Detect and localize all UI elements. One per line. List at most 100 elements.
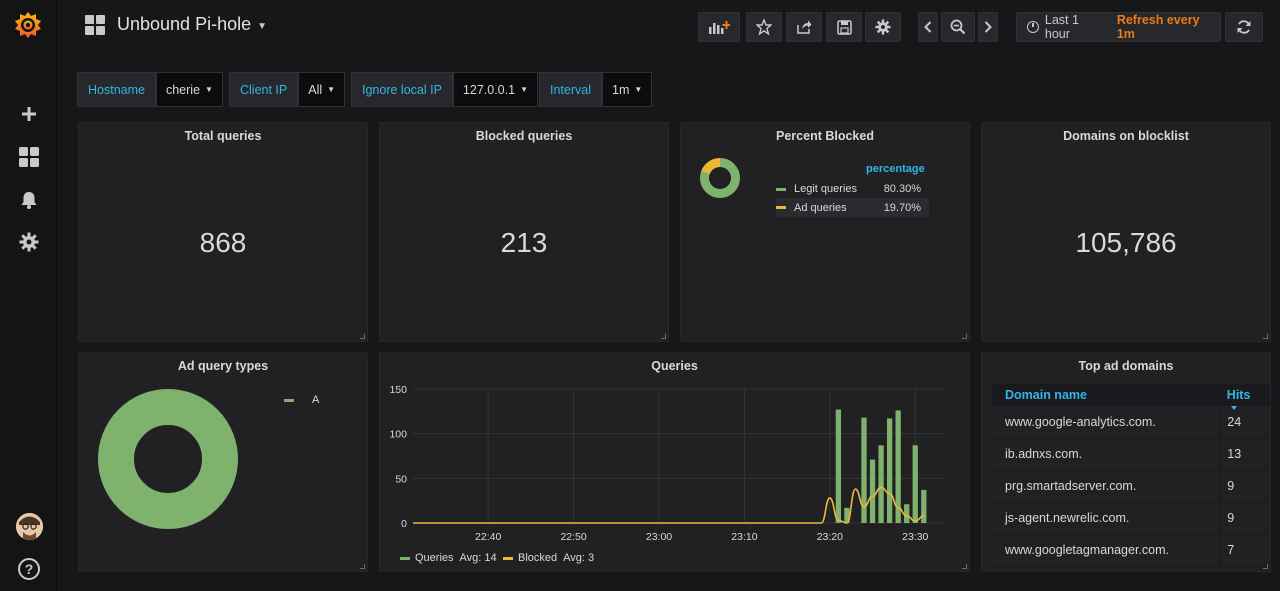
- time-forward-button[interactable]: [978, 12, 998, 42]
- alerting-bell-icon[interactable]: [14, 185, 44, 215]
- star-button[interactable]: [746, 12, 782, 42]
- bar-queries: [886, 418, 893, 523]
- legend-value: 80.30%: [883, 183, 921, 195]
- zoom-out-button[interactable]: [941, 12, 975, 42]
- star-icon: [756, 19, 772, 35]
- configuration-gear-icon[interactable]: [14, 227, 44, 257]
- help-icon[interactable]: ?: [18, 558, 40, 580]
- panel-title[interactable]: Domains on blocklist: [1063, 129, 1189, 143]
- panel-top-ad-domains: Top ad domains Domain name Hits www.goog…: [981, 352, 1271, 572]
- bar-chart-plus-icon: [709, 21, 730, 34]
- panel-title[interactable]: Ad query types: [177, 359, 269, 373]
- bar-queries: [921, 489, 927, 523]
- legend-header: percentage: [866, 163, 925, 175]
- variable-dropdown-interval[interactable]: 1m ▼: [602, 72, 653, 107]
- bar-queries: [895, 410, 901, 523]
- legend-label: Ad queries: [794, 201, 847, 214]
- variable-label: Client IP: [229, 72, 299, 107]
- variable-interval: Interval 1m ▼: [539, 72, 653, 107]
- variable-dropdown-ignore-local-ip[interactable]: 127.0.0.1 ▼: [452, 72, 538, 107]
- legend-swatch: [503, 556, 513, 560]
- panel-title[interactable]: Blocked queries: [475, 129, 573, 143]
- queries-graph[interactable]: 0 50 100 150 22:40 22:50 23:00 23:10 23:20 23:30: [380, 375, 969, 550]
- bar-queries: [912, 445, 918, 523]
- variable-value: 1m: [612, 82, 630, 97]
- percent-blocked-donut: [700, 158, 740, 198]
- save-button[interactable]: [826, 12, 862, 42]
- x-tick-label: 23:00: [646, 531, 672, 543]
- variable-hostname: Hostname cherie ▼: [77, 72, 223, 107]
- panel-resize-handle[interactable]: [1263, 334, 1268, 339]
- variable-label: Ignore local IP: [351, 72, 453, 107]
- user-avatar[interactable]: [16, 513, 43, 540]
- column-header-hits[interactable]: Hits: [1220, 384, 1270, 410]
- add-panel-button[interactable]: [698, 12, 740, 42]
- legend-swatch: [776, 206, 786, 209]
- panel-title[interactable]: Total queries: [184, 129, 262, 143]
- hits-cell: 13: [1220, 438, 1270, 471]
- panel-resize-handle[interactable]: [360, 564, 365, 569]
- legend-item-legit[interactable]: Legit queries 80.30%: [776, 180, 929, 198]
- legend-item-a[interactable]: A: [284, 394, 319, 406]
- x-tick-label: 22:40: [475, 531, 501, 543]
- panel-title[interactable]: Top ad domains: [1078, 359, 1174, 373]
- bar-queries: [904, 504, 910, 523]
- legend-item-queries[interactable]: Queries Avg: 14: [400, 552, 497, 564]
- donut-slice-a: [98, 389, 238, 529]
- table-row: prg.smartadserver.com. 9: [992, 470, 1270, 503]
- panel-resize-handle[interactable]: [360, 334, 365, 339]
- legend-item-ad[interactable]: Ad queries 19.70%: [776, 198, 929, 217]
- top-ad-domains-table: Domain name Hits www.google-analytics.co…: [992, 384, 1270, 567]
- panel-title[interactable]: Percent Blocked: [776, 129, 874, 143]
- time-back-button[interactable]: [918, 12, 938, 42]
- panel-resize-handle[interactable]: [962, 564, 967, 569]
- sort-desc-icon: [1230, 406, 1237, 410]
- legend-value: 19.70%: [883, 201, 921, 214]
- variable-dropdown-hostname[interactable]: cherie ▼: [155, 72, 223, 107]
- variable-value: 127.0.0.1: [462, 82, 516, 97]
- x-tick-label: 22:50: [560, 531, 586, 543]
- series-line-blocked: [820, 486, 924, 524]
- clock-icon: [1027, 21, 1039, 33]
- side-menu: ?: [0, 0, 57, 591]
- panel-resize-handle[interactable]: [962, 334, 967, 339]
- bar-queries: [844, 507, 850, 523]
- variable-label: Hostname: [77, 72, 156, 107]
- share-button[interactable]: [786, 12, 822, 42]
- x-tick-label: 23:10: [731, 531, 757, 543]
- panel-ad-query-types: Ad query types A: [78, 352, 368, 572]
- dashboard-navbar: Unbound Pi-hole ▼ Last 1 hour Refresh ev…: [57, 0, 1280, 56]
- bar-queries: [861, 417, 867, 523]
- panel-resize-handle[interactable]: [1263, 564, 1268, 569]
- panel-queries: Queries 0 50 100 150 22:40 22:50 23:00 23:10 23:…: [379, 352, 970, 572]
- table-row: www.googletagmanager.com. 7: [992, 534, 1270, 567]
- domain-cell: ib.adnxs.com.: [992, 438, 1221, 471]
- chevron-left-icon: [924, 21, 932, 33]
- chevron-right-icon: [984, 21, 992, 33]
- bar-queries: [878, 445, 884, 523]
- bar-queries: [869, 459, 876, 523]
- y-tick-label: 150: [389, 384, 407, 396]
- variable-dropdown-client-ip[interactable]: All ▼: [298, 72, 346, 107]
- time-range-label: Last 1 hour: [1044, 13, 1079, 41]
- gear-icon: [875, 19, 891, 35]
- save-icon: [836, 19, 852, 35]
- panel-title[interactable]: Queries: [651, 359, 698, 373]
- variable-ignore-local-ip: Ignore local IP 127.0.0.1 ▼: [351, 72, 538, 107]
- dashboard-title-picker[interactable]: Unbound Pi-hole ▼: [85, 14, 267, 35]
- column-header-label: Hits: [1226, 388, 1251, 402]
- column-header-domain[interactable]: Domain name: [992, 384, 1221, 406]
- refresh-button[interactable]: [1225, 12, 1263, 42]
- panel-domains-on-blocklist: Domains on blocklist 105,786: [981, 122, 1271, 342]
- panel-resize-handle[interactable]: [661, 334, 666, 339]
- settings-button[interactable]: [865, 12, 901, 42]
- ad-query-types-donut: [98, 389, 238, 529]
- create-plus-icon[interactable]: [14, 99, 44, 129]
- domain-cell: www.google-analytics.com.: [992, 406, 1221, 439]
- zoom-out-icon: [950, 19, 966, 35]
- legend-item-blocked[interactable]: Blocked Avg: 3: [503, 552, 594, 564]
- time-picker-button[interactable]: Last 1 hour Refresh every 1m: [1016, 12, 1221, 42]
- dashboards-icon[interactable]: [14, 142, 44, 172]
- grafana-logo-icon[interactable]: [13, 10, 43, 40]
- caret-down-icon: ▼: [520, 85, 528, 94]
